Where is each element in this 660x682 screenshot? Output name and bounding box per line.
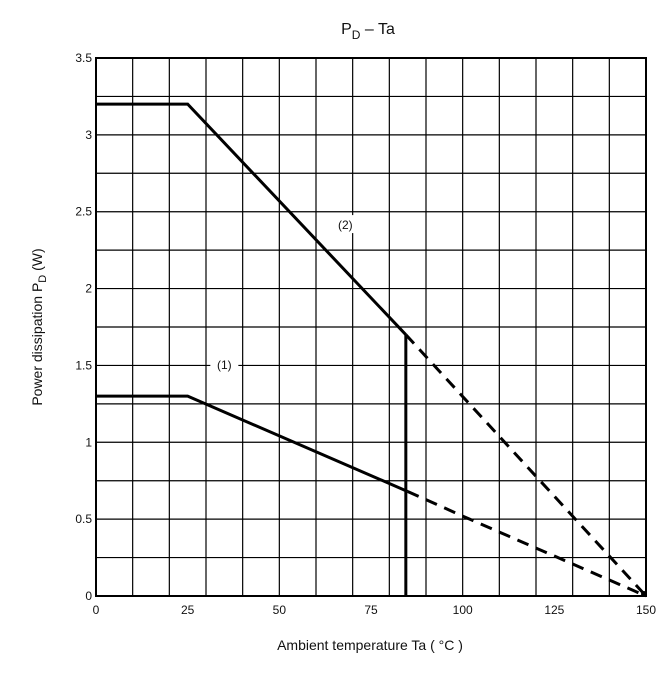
y-tick-label: 3 [85,128,92,142]
y-tick-labels: 0 0.5 1 1.5 2 2.5 3 3.5 [75,51,92,603]
y-axis-label-main: Power dissipation P [29,283,45,406]
y-tick-label: 3.5 [75,51,92,65]
series-2-label: (2) [338,218,353,232]
end-point-marker [641,591,647,597]
x-tick-label: 50 [273,603,287,617]
x-axis-label: Ambient temperature Ta ( °C ) [277,637,463,653]
series-1-solid-line [96,394,409,493]
y-tick-label: 1.5 [75,358,92,372]
series-group: (1) (2) [96,102,648,598]
y-axis-label-sub: D [37,275,49,283]
y-tick-label: 1 [85,435,92,449]
chart-title-rest: – Ta [360,21,395,38]
series-2-label-bg [331,215,360,234]
chart-title-main: P [341,21,352,38]
series-1-label: (1) [217,358,232,372]
x-tick-label: 125 [544,603,564,617]
y-tick-label: 2.5 [75,205,92,219]
x-tick-label: 75 [364,603,378,617]
x-tick-label: 0 [93,603,100,617]
series-2-solid-line [96,102,407,336]
y-tick-label: 0 [85,589,92,603]
series-2-dashed-line [404,333,648,598]
y-axis-label-rest: (W) [29,248,45,274]
x-tick-labels: 0 25 50 75 100 125 150 [93,603,657,617]
grid [96,58,646,596]
plot-frame [95,57,647,597]
x-tick-label: 25 [181,603,195,617]
series-1-dashed-line [407,490,647,598]
series-1-label-bg [210,354,239,373]
y-axis-label: Power dissipation PD (W) [29,248,49,405]
chart-title-sub: D [352,28,361,42]
x-tick-label: 100 [453,603,473,617]
chart-title: PD – Ta [341,21,395,42]
y-tick-label: 0.5 [75,512,92,526]
x-tick-label: 150 [636,603,656,617]
y-tick-label: 2 [85,282,92,296]
